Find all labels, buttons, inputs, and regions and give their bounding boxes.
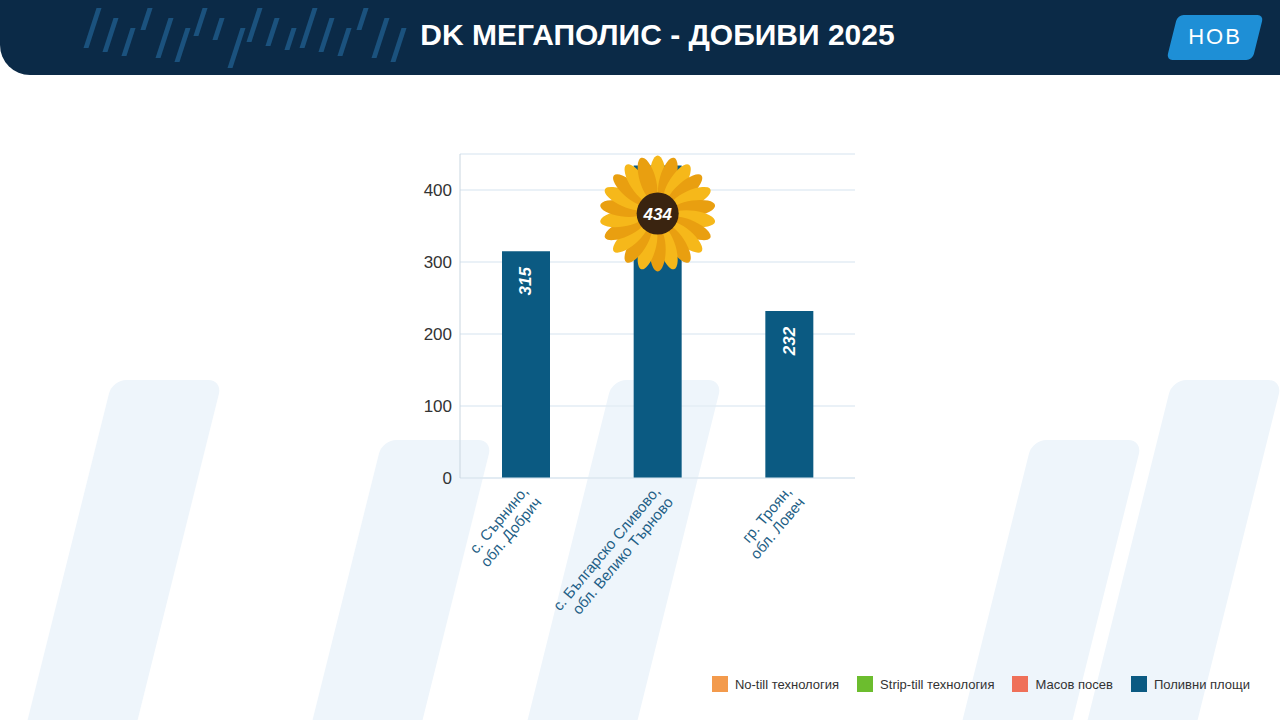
svg-text:с. Българско Сливово,обл. Вели: с. Българско Сливово,обл. Велико Търново	[549, 483, 676, 625]
svg-text:0: 0	[443, 469, 452, 488]
svg-text:с. Сърнино,обл. Добрич: с. Сърнино,обл. Добрич	[464, 483, 545, 570]
svg-text:200: 200	[424, 325, 452, 344]
html-text:DK МЕГАПОЛИС - ДОБИВИ 2025: DK МЕГАПОЛИС - ДОБИВИ 2025	[420, 18, 895, 51]
svg-text:400: 400	[424, 181, 452, 200]
svg-text:232: 232	[780, 326, 799, 356]
html-text:НОВ: НОВ	[1188, 24, 1242, 49]
html-text:No-till технология: No-till технология	[734, 676, 840, 692]
svg-text:100: 100	[424, 397, 452, 416]
html-text:Масов посев: Масов посев	[1035, 676, 1113, 692]
html-text:Strip-till технология: Strip-till технология	[880, 676, 995, 692]
svg-text:315: 315	[517, 266, 536, 295]
svg-text:434: 434	[642, 205, 672, 224]
svg-text:300: 300	[424, 253, 452, 272]
html-text:Поливни площи: Поливни площи	[1153, 676, 1250, 692]
svg-text:гр. Троян,обл. Ловеч: гр. Троян,обл. Ловеч	[734, 483, 808, 562]
